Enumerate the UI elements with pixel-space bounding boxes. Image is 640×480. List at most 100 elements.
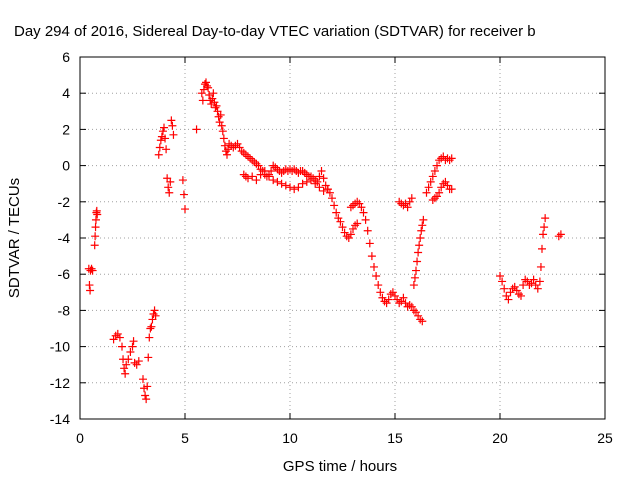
data-point bbox=[517, 291, 525, 300]
data-point bbox=[126, 348, 135, 357]
data-point bbox=[250, 157, 259, 166]
data-point bbox=[134, 357, 143, 366]
data-point bbox=[372, 272, 381, 281]
data-point bbox=[328, 194, 336, 203]
data-point bbox=[273, 165, 282, 174]
data-point bbox=[405, 300, 414, 309]
data-point bbox=[506, 288, 515, 297]
data-point bbox=[359, 208, 368, 217]
data-point bbox=[443, 181, 452, 190]
data-point bbox=[386, 290, 395, 299]
data-point bbox=[397, 297, 406, 306]
data-point bbox=[86, 286, 95, 295]
data-point bbox=[91, 215, 100, 224]
data-point bbox=[269, 161, 278, 170]
data-point bbox=[430, 194, 439, 203]
data-point bbox=[391, 291, 399, 300]
data-point bbox=[215, 118, 224, 127]
y-tick-label: -2 bbox=[58, 194, 71, 210]
data-point bbox=[124, 355, 133, 364]
grid-lines bbox=[80, 57, 605, 419]
data-point bbox=[313, 177, 322, 186]
data-point bbox=[409, 306, 418, 315]
data-point bbox=[298, 179, 307, 188]
data-point bbox=[168, 121, 177, 130]
data-point bbox=[414, 248, 423, 257]
data-point bbox=[357, 203, 366, 212]
x-tick-labels: 0 5 10 15 20 25 bbox=[76, 430, 613, 446]
data-point bbox=[90, 241, 99, 250]
data-point bbox=[239, 170, 248, 179]
data-point bbox=[223, 150, 231, 159]
data-point bbox=[413, 257, 422, 266]
data-point bbox=[315, 172, 324, 181]
data-point bbox=[346, 203, 355, 212]
data-point bbox=[334, 214, 343, 223]
data-point bbox=[169, 130, 178, 139]
x-tick-label: 15 bbox=[387, 430, 403, 446]
data-point bbox=[239, 148, 248, 157]
data-point bbox=[439, 179, 448, 188]
data-point bbox=[202, 78, 210, 87]
y-tick-label: -8 bbox=[58, 302, 71, 318]
data-point bbox=[87, 264, 96, 273]
data-point bbox=[166, 177, 175, 186]
data-point bbox=[179, 190, 188, 199]
data-point bbox=[115, 333, 124, 342]
data-point bbox=[217, 121, 226, 130]
data-point bbox=[496, 272, 504, 281]
data-point bbox=[417, 226, 426, 235]
data-point bbox=[206, 96, 215, 105]
data-point bbox=[405, 197, 414, 206]
data-point bbox=[145, 333, 154, 342]
data-point bbox=[409, 281, 418, 290]
data-point bbox=[139, 375, 147, 384]
x-tick-label: 10 bbox=[282, 430, 298, 446]
data-point bbox=[540, 223, 549, 232]
data-point bbox=[407, 302, 416, 311]
data-point bbox=[209, 89, 218, 98]
data-point bbox=[365, 239, 374, 248]
data-point bbox=[273, 177, 282, 186]
data-point bbox=[277, 168, 286, 177]
data-point bbox=[269, 176, 278, 185]
x-tick-label: 25 bbox=[597, 430, 613, 446]
data-point bbox=[382, 299, 391, 308]
data-point bbox=[165, 188, 174, 197]
data-point bbox=[156, 136, 165, 145]
data-point bbox=[426, 177, 435, 186]
data-point bbox=[445, 156, 454, 165]
data-point bbox=[367, 252, 376, 261]
y-axis-label: SDTVAR / TECUs bbox=[6, 178, 23, 298]
data-point bbox=[161, 134, 170, 143]
data-point bbox=[248, 172, 257, 181]
data-point bbox=[351, 221, 360, 230]
data-point bbox=[271, 163, 280, 172]
data-point bbox=[380, 297, 389, 306]
data-point bbox=[246, 154, 255, 163]
y-tick-label: 2 bbox=[62, 121, 70, 137]
data-point bbox=[181, 205, 189, 214]
data-point bbox=[147, 322, 156, 331]
data-point bbox=[344, 234, 353, 242]
x-tick-label: 20 bbox=[492, 430, 508, 446]
y-tick-label: -12 bbox=[50, 375, 70, 391]
y-tick-labels: 6 4 2 0 -2 -4 -6 -8 -10 -12 -14 bbox=[50, 49, 70, 427]
data-point bbox=[130, 358, 139, 367]
data-point bbox=[244, 174, 252, 183]
data-point bbox=[129, 337, 138, 346]
data-point bbox=[235, 143, 244, 152]
axis-ticks bbox=[79, 56, 606, 420]
data-point bbox=[93, 210, 102, 219]
data-point bbox=[128, 342, 137, 351]
data-point bbox=[211, 103, 220, 112]
data-point bbox=[294, 183, 303, 192]
data-point bbox=[323, 185, 332, 194]
y-tick-label: 4 bbox=[62, 85, 70, 101]
data-point bbox=[197, 89, 206, 98]
data-point bbox=[340, 228, 349, 237]
data-point bbox=[221, 147, 230, 156]
data-point bbox=[265, 172, 273, 181]
data-point bbox=[441, 177, 450, 186]
x-tick-label: 0 bbox=[76, 430, 84, 446]
